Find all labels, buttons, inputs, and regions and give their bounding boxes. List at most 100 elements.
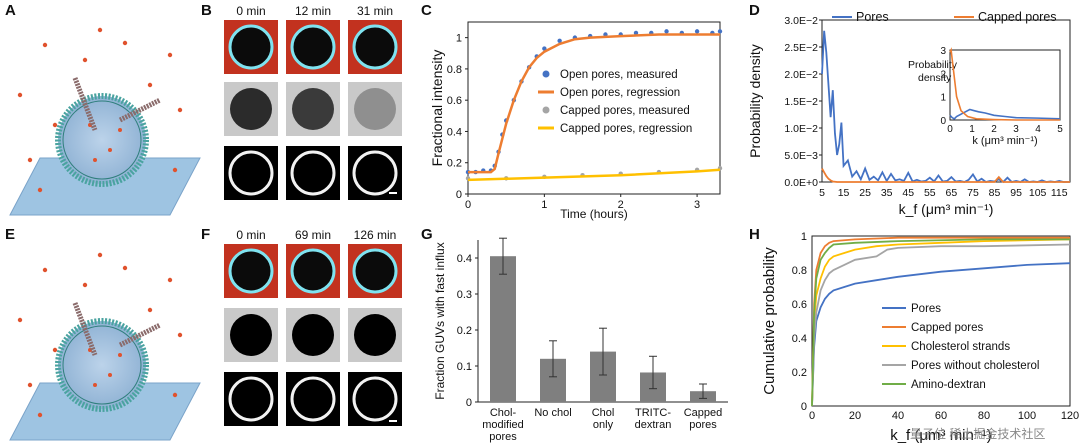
panel-b-time-2: 31 min (356, 4, 394, 18)
dye-molecule (122, 265, 128, 271)
dye-molecule (97, 27, 103, 33)
legend-label: Pores (856, 10, 889, 24)
dna-pore (72, 302, 98, 356)
dye-molecule (17, 317, 23, 323)
inset-x-axis-label: k (μm³ min⁻¹) (972, 135, 1037, 147)
vesicle-interior (354, 88, 396, 130)
dye-molecule (82, 282, 88, 288)
series-line (821, 30, 1070, 184)
vesicle-interior (230, 88, 272, 130)
x-tick-label: 20 (849, 410, 861, 422)
dye-molecule (37, 412, 43, 418)
vesicle-inner-leaflet (62, 100, 142, 180)
x-tick-label: 105 (1029, 187, 1047, 199)
y-tick-label: 0.4 (792, 333, 807, 345)
panel-letter-a: A (5, 2, 16, 19)
inset-y-axis-label: Probability (908, 59, 958, 71)
category-label: only (593, 419, 614, 431)
legend-marker (542, 70, 550, 78)
panel-f-time-2: 126 min (353, 228, 397, 242)
series-line (811, 238, 1070, 407)
chart-d: 0.0E+0 5.0E−3 1.0E−2 1.5E−2 2.0E−2 2.5E−2 3.0E… (747, 10, 1071, 217)
y-tick-label: 1.5E−2 (784, 96, 818, 108)
inset-x-tick-label: 0 (947, 124, 953, 135)
x-tick-label: 80 (978, 410, 990, 422)
dye-molecule (167, 52, 173, 58)
legend-label: Cholesterol strands (911, 341, 1010, 353)
inset-x-tick-label: 5 (1057, 124, 1063, 135)
vesicle-ring (290, 248, 336, 294)
legend-marker (542, 106, 550, 114)
membrane-ring (228, 150, 274, 196)
y-tick-label: 2.5E−2 (784, 42, 818, 54)
x-tick-label: 2 (618, 199, 624, 211)
y-tick-label: 0 (466, 397, 472, 409)
panel-f-time-1: 69 min (294, 228, 332, 242)
inset-x-tick-label: 1 (969, 124, 975, 135)
membrane-ring (352, 376, 398, 422)
vesicle-schematic-e (9, 252, 201, 441)
plot-frame (811, 235, 1071, 407)
vesicle-inner-leaflet (62, 325, 142, 405)
panel-letter-e: E (5, 226, 16, 243)
surface-plane (9, 157, 201, 216)
series-line (811, 262, 1071, 407)
panel-letter-c: C (421, 2, 432, 19)
dye-molecule (42, 267, 48, 273)
microscopy-grid-f (224, 244, 402, 426)
series-line (811, 238, 1071, 407)
chart-c: 0 0.2 0.4 0.6 0.8 1 0 1 2 3 Time (hours) Fractional… (429, 21, 723, 221)
dye-molecule (172, 167, 178, 173)
dna-pore (118, 97, 162, 123)
inset-y-tick-label: 0 (940, 116, 946, 127)
vesicle-ring (352, 24, 398, 70)
panel-letter-g: G (421, 226, 433, 243)
dye-molecule (37, 187, 43, 193)
data-point (542, 46, 547, 51)
vesicle-ring (290, 24, 336, 70)
legend-label: Capped pores (978, 10, 1057, 24)
y-tick-label: 0.2 (792, 367, 807, 379)
inset-x-tick-label: 2 (991, 124, 997, 135)
y-tick-label: 0 (801, 401, 807, 413)
dye-molecule (52, 347, 58, 353)
vesicle-interior (292, 314, 334, 356)
category-label: pores (489, 431, 517, 443)
scale-bar (389, 420, 397, 422)
watermark: 量子位 稀土掘金技术社区 (910, 426, 1045, 441)
panel-letter-d: D (749, 2, 760, 19)
legend-label: Amino-dextran (911, 379, 986, 391)
panel-letter-h: H (749, 226, 760, 243)
y-tick-label: 0.0E+0 (784, 177, 818, 189)
plot-frame (467, 21, 721, 195)
y-tick-label: 0.8 (792, 265, 807, 277)
y-axis-label: Fraction GUVs with fast influx (433, 242, 447, 399)
dye-molecule (93, 383, 97, 387)
y-tick-label: 0.4 (447, 126, 462, 138)
bar (490, 256, 516, 402)
data-point (633, 30, 639, 36)
dye-molecule (177, 332, 183, 338)
series-line (811, 243, 1071, 407)
y-tick-label: 5.0E−3 (784, 150, 818, 162)
vesicle (55, 318, 149, 412)
y-tick-label: 2.0E−2 (784, 69, 818, 81)
y-tick-label: 0.6 (792, 299, 807, 311)
legend-label: Open pores, regression (560, 87, 680, 99)
dye-molecule (122, 40, 128, 46)
y-tick-label: 0.6 (447, 95, 462, 107)
category-label: dextran (635, 419, 672, 431)
inset-y-tick-label: 1 (940, 93, 946, 104)
y-tick-label: 0.4 (457, 253, 472, 265)
y-tick-label: 1 (801, 231, 807, 243)
x-tick-label: 15 (838, 187, 850, 199)
x-tick-label: 35 (881, 187, 893, 199)
y-tick-label: 0.1 (457, 361, 472, 373)
dye-molecule (82, 57, 88, 63)
data-point (664, 29, 669, 34)
x-tick-label: 5 (819, 187, 825, 199)
y-tick-label: 0.3 (457, 289, 472, 301)
y-tick-label: 0.2 (457, 325, 472, 337)
data-point (694, 29, 700, 34)
